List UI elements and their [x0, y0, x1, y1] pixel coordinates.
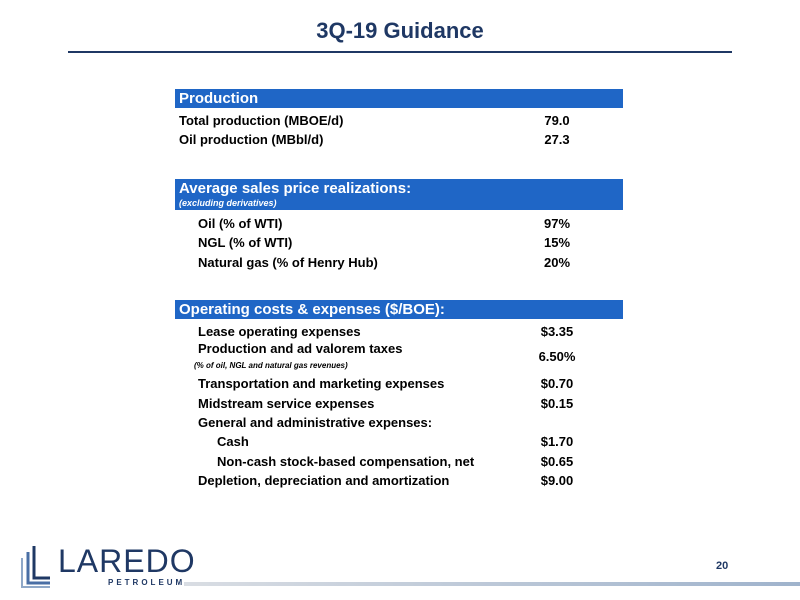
row-gas-pct-value: 20%	[543, 255, 571, 270]
row-cash-value: $1.70	[540, 434, 574, 449]
row-ga-label: General and administrative expenses:	[198, 415, 433, 430]
row-ngl-pct-value: 15%	[543, 235, 571, 250]
row-gas-pct-label: Natural gas (% of Henry Hub)	[198, 255, 378, 270]
row-noncash-value: $0.65	[540, 454, 574, 469]
production-header: Production	[175, 89, 623, 108]
page-number: 20	[716, 560, 729, 572]
row-taxes-label: Production and ad valorem taxes	[198, 341, 403, 356]
row-total-production-value: 79.0	[544, 113, 570, 128]
prices-header: Average sales price realizations: (exclu…	[175, 179, 623, 210]
row-midstream-label: Midstream service expenses	[198, 396, 375, 411]
logo-wordmark: LAREDO	[58, 543, 196, 579]
row-oil-production-label: Oil production (MBbl/d)	[179, 132, 324, 147]
row-dda-value: $9.00	[540, 473, 574, 488]
row-transport-value: $0.70	[540, 376, 574, 391]
row-oil-production-value: 27.3	[544, 132, 570, 147]
row-noncash-label: Non-cash stock-based compensation, net	[217, 454, 475, 469]
logo-mark-icon	[21, 546, 50, 588]
row-midstream-value: $0.15	[540, 396, 574, 411]
row-transport-label: Transportation and marketing expenses	[198, 376, 445, 391]
footer-bar	[184, 582, 800, 586]
page-title: 3Q-19 Guidance	[316, 18, 484, 43]
row-loe-value: $3.35	[540, 324, 574, 339]
row-ngl-pct-label: NGL (% of WTI)	[198, 235, 293, 250]
production-header-label: Production	[179, 90, 259, 107]
row-taxes-note: (% of oil, NGL and natural gas revenues)	[194, 361, 348, 370]
row-taxes-value: 6.50%	[538, 349, 576, 364]
row-dda-label: Depletion, depreciation and amortization	[198, 473, 450, 488]
row-total-production-label: Total production (MBOE/d)	[179, 113, 344, 128]
title-divider	[68, 51, 732, 53]
row-loe-label: Lease operating expenses	[198, 324, 361, 339]
row-cash-label: Cash	[217, 434, 249, 449]
row-oil-pct-label: Oil (% of WTI)	[198, 216, 283, 231]
prices-header-label: Average sales price realizations:	[179, 180, 412, 197]
laredo-logo: LAREDO PETROLEUM	[20, 544, 200, 592]
prices-subheader: (excluding derivatives)	[179, 198, 277, 208]
costs-header: Operating costs & expenses ($/BOE):	[175, 300, 623, 319]
costs-header-label: Operating costs & expenses ($/BOE):	[179, 301, 445, 318]
row-oil-pct-value: 97%	[543, 216, 571, 231]
logo-subtitle: PETROLEUM	[108, 578, 186, 587]
